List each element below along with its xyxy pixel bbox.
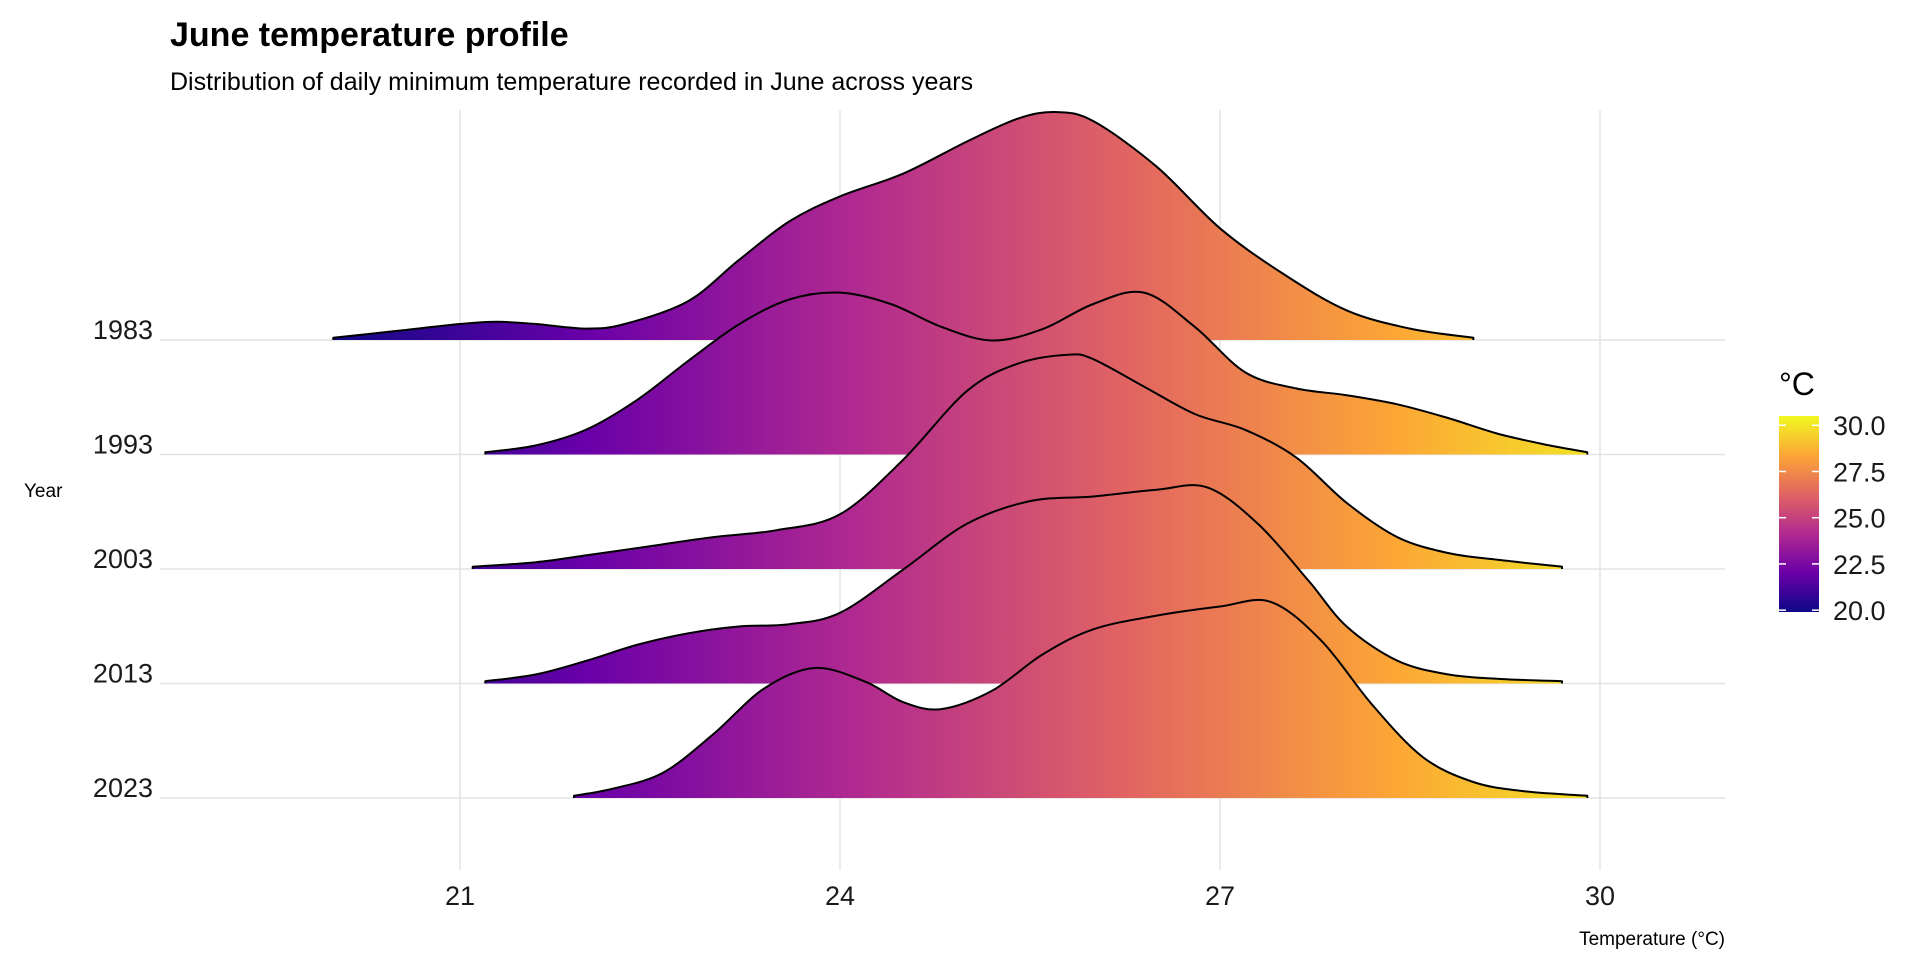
y-axis-ticks: 1983 1993 2003 2013 2023 (93, 315, 153, 803)
ridge-area-2023 (574, 599, 1588, 798)
legend-label: 25.0 (1833, 504, 1886, 534)
x-axis-ticks: 21 24 27 30 (445, 881, 1615, 911)
ridge-area-2003 (472, 354, 1563, 569)
ridge-outline-1993 (484, 290, 1589, 455)
x-tick-label: 30 (1585, 881, 1615, 911)
y-axis-title: Year (24, 481, 63, 502)
y-tick-label: 2003 (93, 544, 153, 574)
x-tick-label: 21 (445, 881, 475, 911)
ridge-2013 (484, 484, 1563, 684)
ridge-outline-2003 (471, 353, 1563, 569)
y-tick-label: 1983 (93, 315, 153, 345)
ridge-area-2013 (485, 485, 1562, 684)
y-tick-label: 2023 (93, 773, 153, 803)
x-tick-label: 27 (1205, 881, 1235, 911)
legend-title: °C (1779, 366, 1815, 402)
chart-subtitle: Distribution of daily minimum temperatur… (170, 68, 974, 96)
ridge-outline-2023 (573, 598, 1589, 798)
chart-title: June temperature profile (170, 16, 569, 54)
legend: °C 20.0 22.5 25.0 27.5 30.0 (1779, 366, 1886, 626)
legend-label: 30.0 (1833, 411, 1886, 441)
x-axis-title: Temperature (°C) (1579, 929, 1725, 950)
ridges (332, 110, 1589, 798)
legend-colorbar (1779, 416, 1819, 612)
ridge-area-1983 (333, 111, 1474, 341)
x-tick-label: 24 (825, 881, 855, 911)
ridge-2023 (573, 598, 1589, 798)
ridge-1983 (332, 110, 1475, 341)
legend-label: 27.5 (1833, 457, 1886, 487)
ridge-outline-1983 (332, 110, 1475, 340)
ridge-2003 (471, 353, 1563, 569)
ridge-outline-2013 (484, 484, 1563, 684)
legend-label: 20.0 (1833, 596, 1886, 626)
y-tick-label: 1993 (93, 430, 153, 460)
y-tick-label: 2013 (93, 659, 153, 689)
legend-label: 22.5 (1833, 550, 1886, 580)
